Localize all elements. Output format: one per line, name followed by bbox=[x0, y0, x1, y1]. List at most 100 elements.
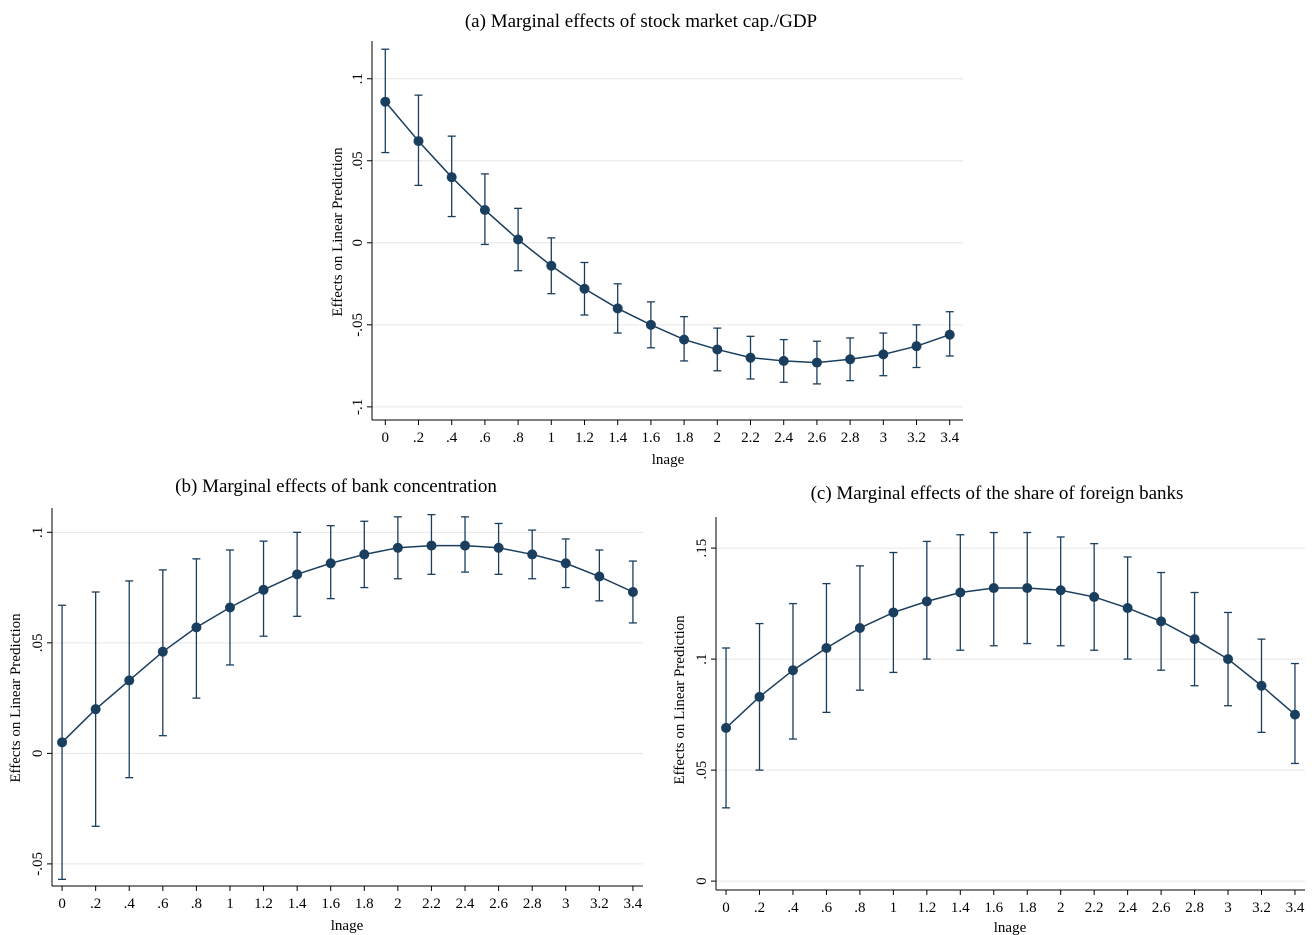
x-tick-label: 1.6 bbox=[321, 896, 340, 912]
data-point bbox=[380, 96, 391, 107]
x-tick-label: 2.2 bbox=[1085, 900, 1104, 916]
y-tick-label: 0 bbox=[694, 877, 710, 885]
x-tick-label: .2 bbox=[413, 430, 424, 446]
y-tick-label: .1 bbox=[694, 653, 710, 664]
data-point bbox=[124, 675, 135, 686]
y-tick-label: .15 bbox=[694, 539, 710, 558]
data-point bbox=[944, 329, 955, 340]
x-tick-label: .6 bbox=[157, 896, 169, 912]
data-point bbox=[645, 319, 656, 330]
data-point bbox=[460, 540, 471, 551]
x-tick-label: 1 bbox=[226, 896, 234, 912]
data-point bbox=[292, 569, 303, 580]
x-tick-label: .8 bbox=[191, 896, 202, 912]
data-point bbox=[745, 352, 756, 363]
data-point bbox=[955, 587, 966, 598]
x-tick-label: 3 bbox=[1224, 900, 1232, 916]
x-tick-label: 1.4 bbox=[951, 900, 970, 916]
x-tick-label: 2.4 bbox=[1118, 900, 1137, 916]
x-tick-label: 1.8 bbox=[1018, 900, 1037, 916]
x-tick-label: 3.4 bbox=[940, 430, 959, 446]
x-tick-label: 2.6 bbox=[489, 896, 508, 912]
data-point bbox=[1122, 603, 1133, 614]
data-point bbox=[560, 558, 571, 569]
data-point bbox=[754, 691, 765, 702]
data-point bbox=[1256, 680, 1267, 691]
data-point bbox=[878, 349, 889, 360]
data-point bbox=[679, 334, 690, 345]
chart-title: (c) Marginal effects of the share of for… bbox=[811, 483, 1184, 504]
y-tick-label: .05 bbox=[350, 151, 366, 170]
data-point bbox=[845, 354, 856, 365]
x-tick-label: 0 bbox=[382, 430, 390, 446]
x-tick-label: .8 bbox=[512, 430, 523, 446]
x-tick-label: 2 bbox=[394, 896, 402, 912]
data-point bbox=[325, 558, 336, 569]
y-tick-label: -.05 bbox=[350, 313, 366, 337]
data-point bbox=[1189, 634, 1200, 645]
x-tick-label: 2.8 bbox=[841, 430, 860, 446]
data-point bbox=[1089, 591, 1100, 602]
x-tick-label: 1.2 bbox=[575, 430, 594, 446]
x-tick-label: 2.6 bbox=[808, 430, 827, 446]
x-tick-label: 2 bbox=[1057, 900, 1065, 916]
series-line bbox=[725, 587, 1296, 729]
x-tick-label: 0 bbox=[58, 896, 66, 912]
data-point bbox=[854, 623, 865, 634]
x-tick-label: 3.4 bbox=[1286, 900, 1305, 916]
y-tick-label: -.05 bbox=[30, 852, 46, 876]
data-point bbox=[612, 303, 623, 314]
data-point bbox=[1156, 616, 1167, 627]
data-point bbox=[811, 357, 822, 368]
y-tick-label: .1 bbox=[350, 73, 366, 84]
data-point bbox=[911, 341, 922, 352]
series-line bbox=[61, 544, 634, 743]
y-tick-label: 0 bbox=[350, 239, 366, 247]
data-point bbox=[359, 549, 370, 560]
x-tick-label: .4 bbox=[787, 900, 799, 916]
data-point bbox=[224, 602, 235, 613]
data-point bbox=[1223, 654, 1234, 665]
data-point bbox=[57, 737, 68, 748]
panel-c: (c) Marginal effects of the share of for… bbox=[672, 483, 1305, 935]
data-point bbox=[921, 596, 932, 607]
y-axis-label: Effects on Linear Prediction bbox=[8, 613, 24, 783]
x-tick-label: 3 bbox=[880, 430, 888, 446]
data-point bbox=[426, 540, 437, 551]
panel-a: (a) Marginal effects of stock market cap… bbox=[330, 11, 963, 468]
x-tick-label: .6 bbox=[821, 900, 833, 916]
y-axis-label: Effects on Linear Prediction bbox=[672, 615, 688, 785]
data-point bbox=[90, 704, 101, 715]
data-point bbox=[778, 355, 789, 366]
data-point bbox=[157, 646, 168, 657]
data-point bbox=[546, 260, 557, 271]
x-tick-label: .2 bbox=[90, 896, 101, 912]
chart-title: (b) Marginal effects of bank concentrati… bbox=[175, 476, 497, 497]
data-point bbox=[413, 136, 424, 147]
data-point bbox=[392, 542, 403, 553]
x-tick-label: 1.4 bbox=[288, 896, 307, 912]
data-point bbox=[712, 344, 723, 355]
x-tick-label: 2.4 bbox=[456, 896, 475, 912]
x-tick-label: 3.2 bbox=[907, 430, 926, 446]
y-tick-label: .05 bbox=[694, 761, 710, 780]
x-tick-label: .6 bbox=[479, 430, 491, 446]
x-tick-label: .2 bbox=[754, 900, 765, 916]
data-point bbox=[258, 584, 269, 595]
x-tick-label: 1.6 bbox=[642, 430, 661, 446]
y-tick-label: -.1 bbox=[350, 399, 366, 415]
x-tick-label: .8 bbox=[854, 900, 865, 916]
x-axis-label: lnage bbox=[331, 918, 364, 934]
data-point bbox=[821, 642, 832, 653]
data-point bbox=[446, 172, 457, 183]
x-tick-label: 2.6 bbox=[1152, 900, 1171, 916]
x-tick-label: 1.2 bbox=[254, 896, 273, 912]
x-tick-label: 3 bbox=[562, 896, 570, 912]
data-point bbox=[191, 622, 202, 633]
x-tick-label: 2 bbox=[714, 430, 722, 446]
data-point bbox=[594, 571, 605, 582]
data-point bbox=[479, 204, 490, 215]
x-tick-label: .4 bbox=[124, 896, 136, 912]
x-tick-label: 0 bbox=[722, 900, 730, 916]
data-point bbox=[579, 283, 590, 294]
